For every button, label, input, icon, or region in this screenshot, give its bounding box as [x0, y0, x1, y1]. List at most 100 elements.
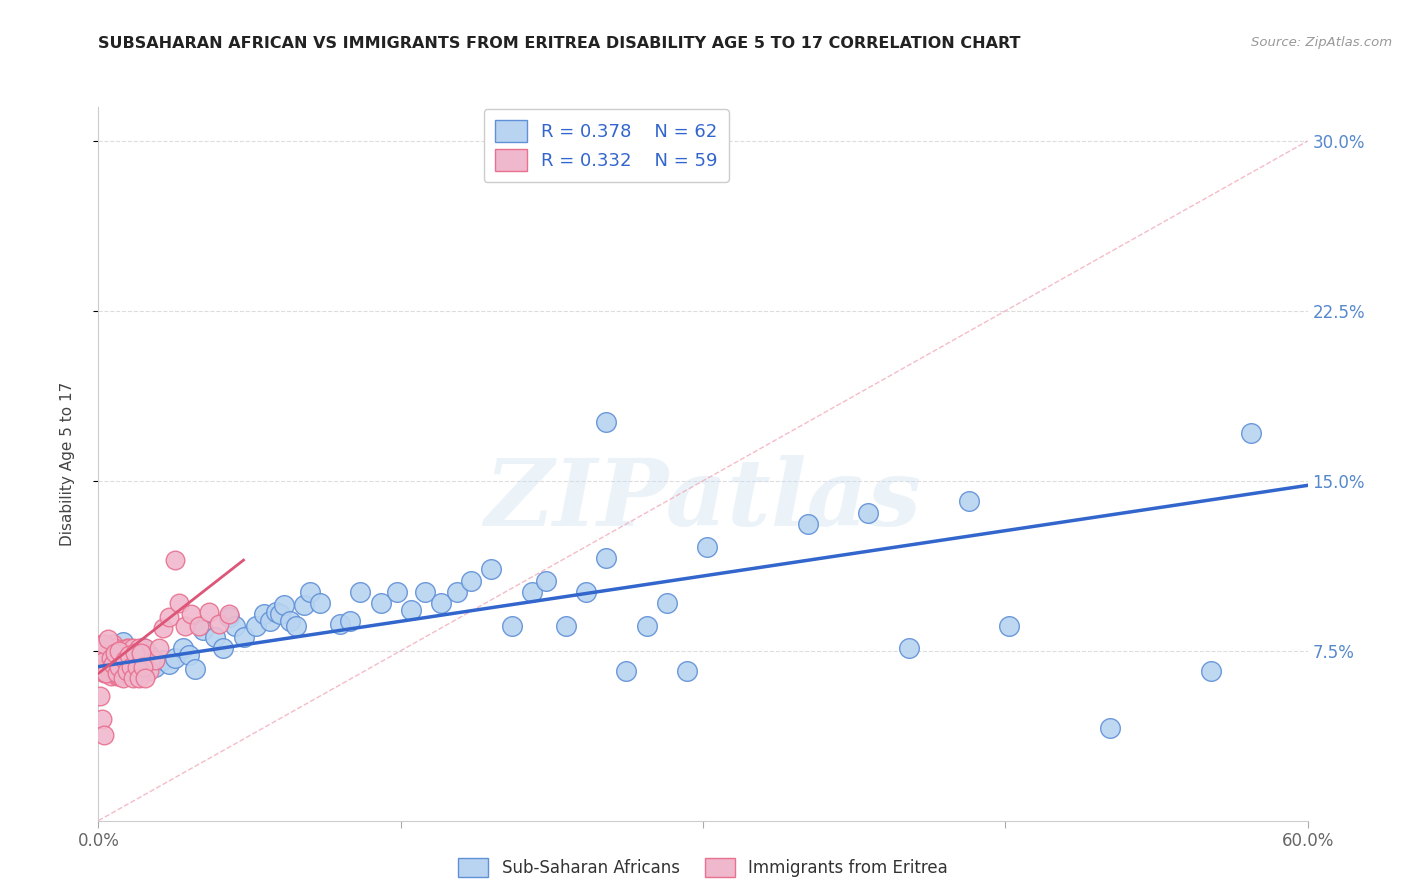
Point — [114, 653, 136, 667]
Point — [430, 596, 453, 610]
Point — [96, 666, 118, 681]
Point — [575, 584, 598, 599]
Point — [96, 666, 118, 681]
Point — [1240, 426, 1263, 441]
Point — [188, 619, 211, 633]
Point — [103, 641, 125, 656]
Point — [105, 668, 128, 682]
Point — [89, 644, 111, 658]
Point — [696, 540, 718, 554]
Point — [595, 550, 617, 565]
Point — [132, 653, 155, 667]
Point — [111, 666, 134, 681]
Point — [100, 657, 122, 672]
Legend: Sub-Saharan Africans, Immigrants from Eritrea: Sub-Saharan Africans, Immigrants from Er… — [451, 851, 955, 884]
Point — [595, 415, 617, 429]
Point — [97, 632, 120, 647]
Point — [124, 664, 146, 678]
Point — [120, 664, 142, 678]
Point — [100, 668, 122, 682]
Point — [138, 664, 160, 678]
Point — [128, 641, 150, 656]
Point — [370, 596, 392, 610]
Point — [349, 584, 371, 599]
Point — [134, 671, 156, 685]
Point — [125, 653, 148, 667]
Point — [105, 657, 128, 672]
Point — [797, 516, 820, 531]
Point — [481, 562, 503, 576]
Point — [501, 619, 523, 633]
Point — [245, 619, 267, 633]
Point — [129, 664, 152, 678]
Point — [284, 619, 307, 633]
Point — [103, 650, 125, 665]
Point — [198, 605, 221, 619]
Point — [157, 657, 180, 672]
Point — [111, 644, 134, 658]
Point — [385, 584, 408, 599]
Point — [118, 648, 141, 663]
Point — [212, 641, 235, 656]
Point — [93, 637, 115, 651]
Point — [152, 621, 174, 635]
Point — [1199, 664, 1222, 678]
Point — [218, 607, 240, 622]
Point — [124, 646, 146, 660]
Point — [309, 596, 332, 610]
Point — [143, 659, 166, 673]
Point — [91, 655, 114, 669]
Point — [96, 655, 118, 669]
Point — [89, 689, 111, 703]
Point — [163, 553, 186, 567]
Point — [105, 666, 128, 681]
Point — [89, 648, 111, 663]
Point — [118, 650, 141, 665]
Point — [163, 650, 186, 665]
Point — [208, 616, 231, 631]
Point — [224, 619, 246, 633]
Point — [193, 624, 215, 638]
Point — [97, 659, 120, 673]
Point — [138, 648, 160, 663]
Point — [329, 616, 352, 631]
Point — [180, 607, 202, 622]
Point — [152, 653, 174, 667]
Point — [129, 646, 152, 660]
Point — [111, 671, 134, 685]
Point — [118, 641, 141, 656]
Point — [278, 615, 301, 629]
Text: SUBSAHARAN AFRICAN VS IMMIGRANTS FROM ERITREA DISABILITY AGE 5 TO 17 CORRELATION: SUBSAHARAN AFRICAN VS IMMIGRANTS FROM ER… — [98, 36, 1021, 51]
Point — [413, 584, 436, 599]
Point — [115, 641, 138, 656]
Point — [120, 653, 142, 667]
Point — [232, 630, 254, 644]
Y-axis label: Disability Age 5 to 17: Disability Age 5 to 17 — [60, 382, 75, 546]
Point — [91, 659, 114, 673]
Point — [97, 648, 120, 663]
Point — [132, 659, 155, 673]
Point — [204, 630, 226, 644]
Point — [125, 659, 148, 673]
Point — [157, 609, 180, 624]
Point — [115, 664, 138, 678]
Point — [534, 574, 557, 588]
Point — [103, 646, 125, 660]
Point — [167, 596, 190, 610]
Point — [101, 637, 124, 651]
Point — [97, 646, 120, 660]
Point — [111, 634, 134, 648]
Point — [114, 653, 136, 667]
Point — [655, 596, 678, 610]
Point — [555, 619, 578, 633]
Point — [93, 727, 115, 741]
Point — [100, 650, 122, 665]
Point — [446, 584, 468, 599]
Point — [273, 599, 295, 613]
Point — [259, 615, 281, 629]
Point — [253, 607, 276, 622]
Point — [107, 657, 129, 672]
Point — [105, 644, 128, 658]
Point — [114, 666, 136, 681]
Text: Source: ZipAtlas.com: Source: ZipAtlas.com — [1251, 36, 1392, 49]
